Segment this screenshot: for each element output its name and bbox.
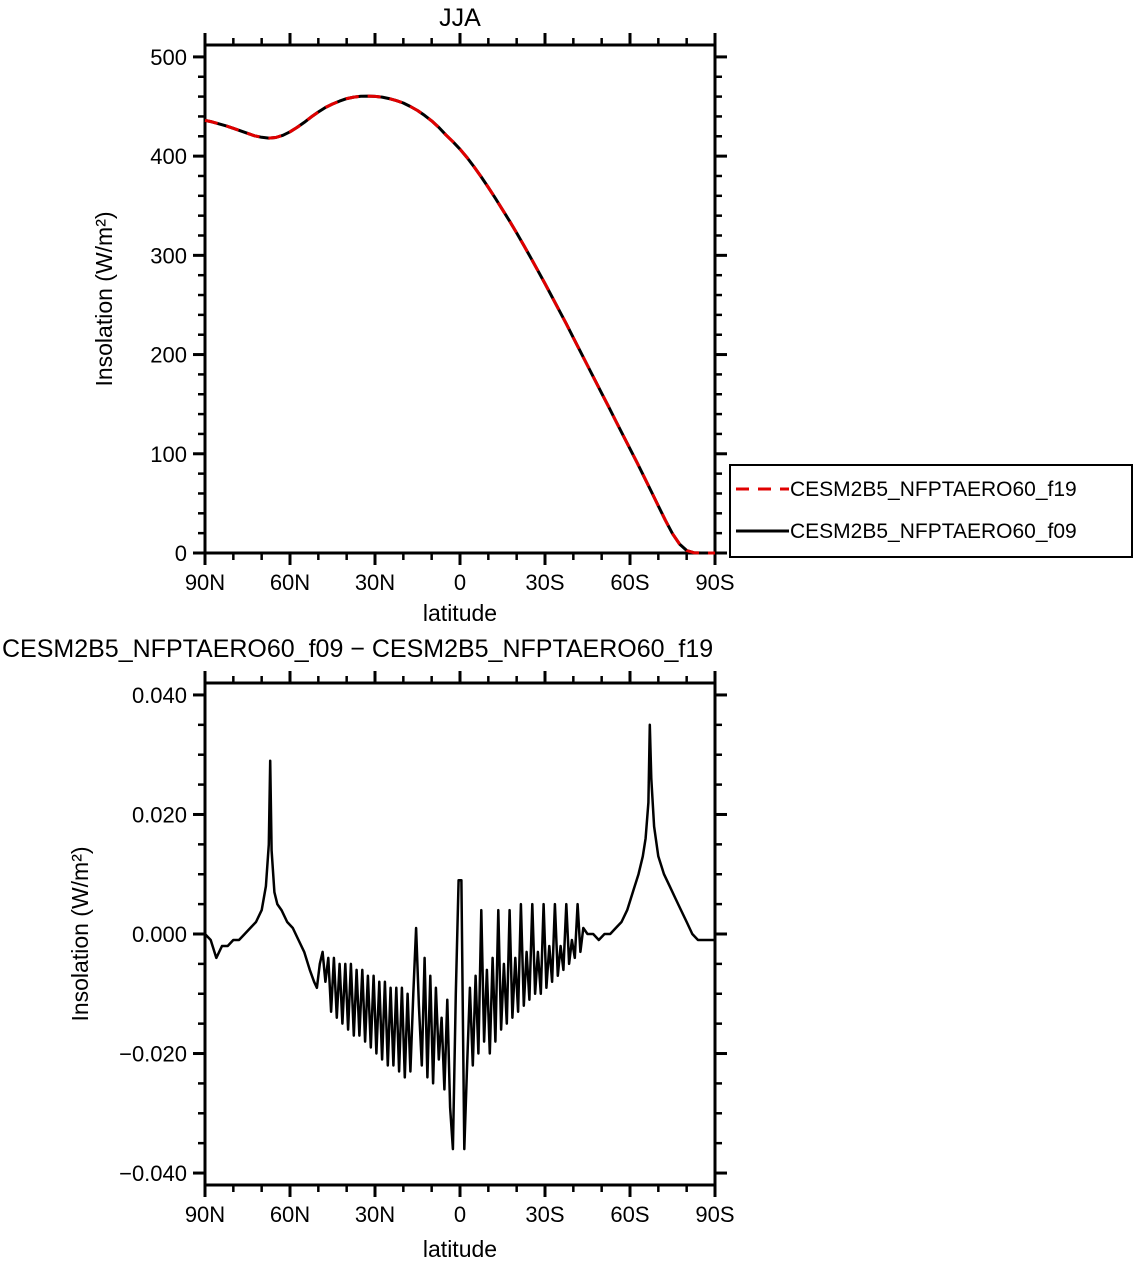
x-tick-label: 0 <box>454 570 466 595</box>
x-tick-label: 90S <box>695 570 734 595</box>
difference-chart: CESM2B5_NFPTAERO60_f09 − CESM2B5_NFPTAER… <box>2 635 735 1262</box>
series-line-1 <box>204 94 715 555</box>
y-tick-label: 0.020 <box>132 802 187 827</box>
y-tick-label: 200 <box>150 343 187 368</box>
y-tick-label: −0.020 <box>119 1042 187 1067</box>
x-tick-label: 90N <box>185 570 225 595</box>
legend: CESM2B5_NFPTAERO60_f19 CESM2B5_NFPTAERO6… <box>729 464 1133 558</box>
y-tick-label: 400 <box>150 144 187 169</box>
series-line-0 <box>204 723 715 1151</box>
bottom-x-axis-label: latitude <box>423 1236 497 1262</box>
plot-frame <box>203 43 717 555</box>
bottom-chart-title: CESM2B5_NFPTAERO60_f09 − CESM2B5_NFPTAER… <box>2 635 713 663</box>
top-y-axis-label: Insolation (W/m²) <box>91 211 117 386</box>
plot-frame <box>203 681 717 1187</box>
legend-box <box>729 464 1133 558</box>
x-tick-label: 30N <box>355 570 395 595</box>
x-tick-label: 0 <box>454 1202 466 1227</box>
x-tick-label: 60S <box>610 570 649 595</box>
top-chart-title: JJA <box>439 4 481 32</box>
top-x-axis-label: latitude <box>423 600 497 626</box>
x-tick-label: 90N <box>185 1202 225 1227</box>
series-line-0 <box>204 94 715 555</box>
y-tick-label: −0.040 <box>119 1161 187 1186</box>
x-tick-label: 30S <box>525 1202 564 1227</box>
y-tick-label: 0.000 <box>132 922 187 947</box>
bottom-plot-area: 90N 60N 30N 0 30S 60S 90S −0.040 −0.020 0.000 0.02… <box>119 671 735 1227</box>
y-tick-label: 0 <box>175 541 187 566</box>
x-tick-label: 30S <box>525 570 564 595</box>
top-plot-area: 90N 60N 30N 0 30S 60S 90S 0 100 200 300 400 500 <box>150 33 735 595</box>
y-tick-label: 100 <box>150 442 187 467</box>
x-tick-label: 90S <box>695 1202 734 1227</box>
x-tick-label: 60N <box>270 570 310 595</box>
x-tick-label: 30N <box>355 1202 395 1227</box>
legend-label-f09: CESM2B5_NFPTAERO60_f09 <box>790 520 1077 543</box>
insolation-chart: JJA Insolation (W/m²) latitude 90N 60N 30N… <box>91 4 1133 626</box>
y-tick-label: 0.040 <box>132 683 187 708</box>
bottom-y-axis-label: Insolation (W/m²) <box>67 846 93 1021</box>
y-tick-label: 300 <box>150 243 187 268</box>
y-tick-label: 500 <box>150 45 187 70</box>
x-tick-label: 60N <box>270 1202 310 1227</box>
x-tick-label: 60S <box>610 1202 649 1227</box>
legend-label-f19: CESM2B5_NFPTAERO60_f19 <box>790 478 1077 501</box>
